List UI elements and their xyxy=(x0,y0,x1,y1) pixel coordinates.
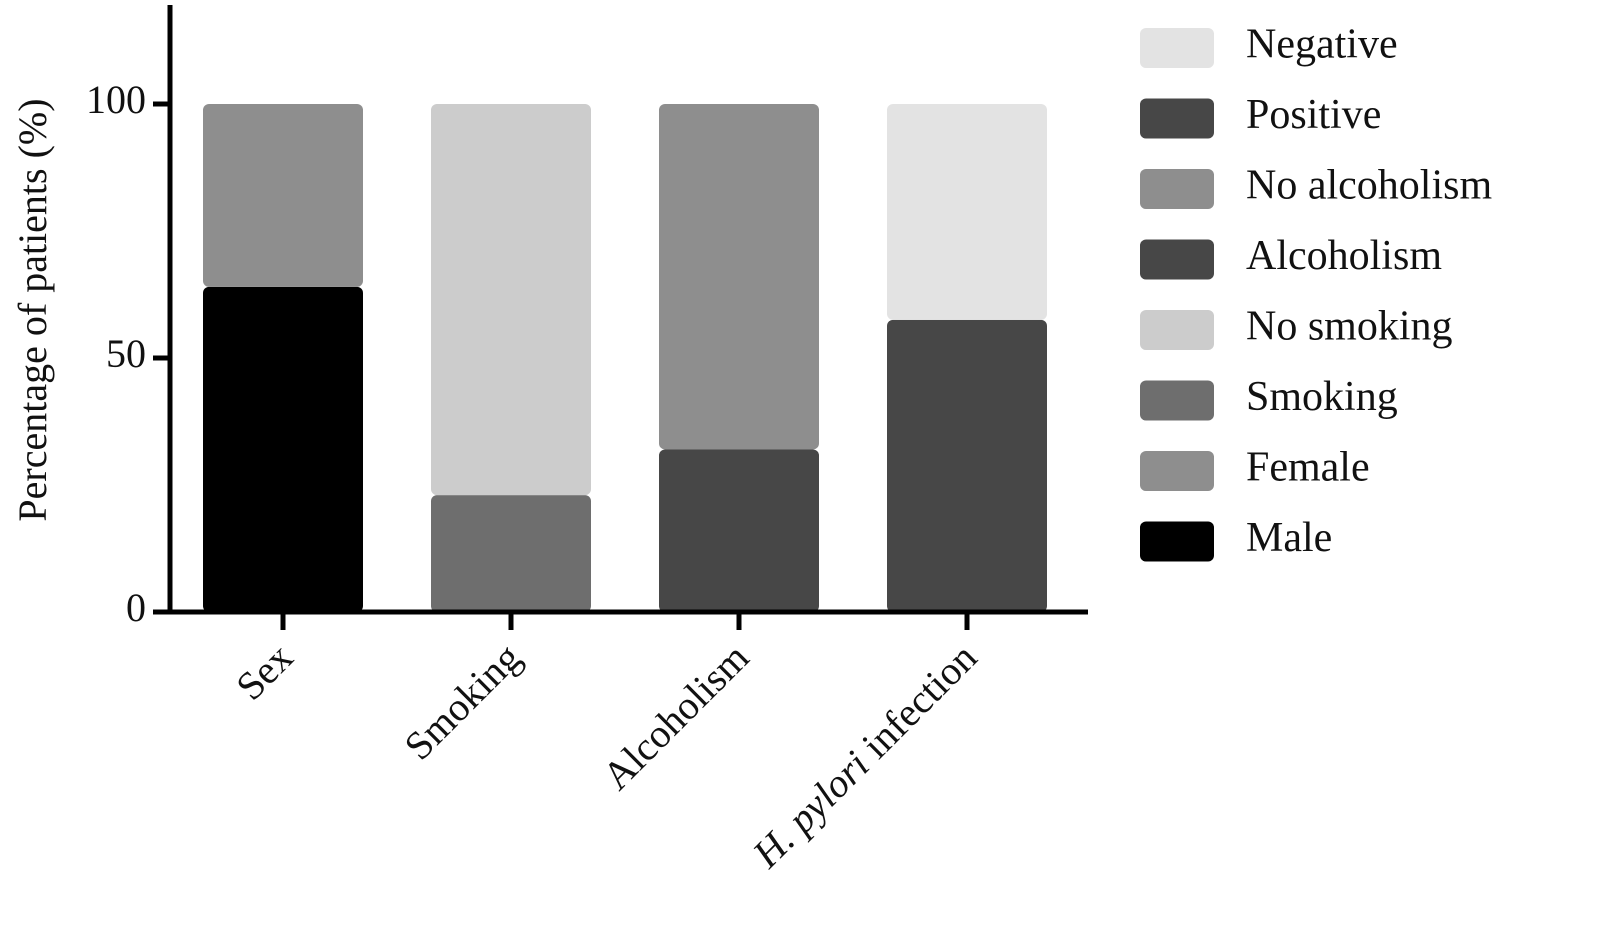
bar-segment-positive xyxy=(887,319,1047,612)
y-tick-label: 50 xyxy=(106,331,146,376)
y-tick-label: 0 xyxy=(126,585,146,630)
legend-swatch xyxy=(1140,28,1214,68)
legend-label: Male xyxy=(1246,515,1332,561)
bar-segment-no-alcoholism xyxy=(659,104,819,450)
y-ticks-group: 0 50 100 xyxy=(86,77,170,630)
legend-label: No smoking xyxy=(1246,304,1453,350)
legend-label: Alcoholism xyxy=(1246,233,1442,279)
x-tick-label: Sex xyxy=(227,635,301,709)
legend-swatch xyxy=(1140,310,1214,350)
legend: Negative Positive No alcoholism Alcoholism N… xyxy=(1140,22,1492,562)
bar-segment-male xyxy=(203,286,363,612)
x-tick-label: Alcoholism xyxy=(594,635,758,799)
x-tick-label: Smoking xyxy=(395,635,529,769)
bar-segment-negative xyxy=(887,104,1047,320)
legend-label: Smoking xyxy=(1246,374,1398,420)
y-tick-label: 100 xyxy=(86,77,146,122)
bar-segment-smoking xyxy=(431,495,591,612)
legend-label: Negative xyxy=(1246,22,1398,68)
y-axis-label: Percentage of patients (%) xyxy=(10,98,55,521)
bar-segment-alcoholism xyxy=(659,449,819,612)
bars-group xyxy=(203,104,1047,612)
legend-swatch xyxy=(1140,380,1214,421)
legend-swatch xyxy=(1140,451,1214,491)
legend-label: Positive xyxy=(1246,92,1381,138)
bar-segment-no-smoking xyxy=(431,104,591,496)
x-tick-label: H. pylori infection xyxy=(743,635,985,877)
legend-swatch xyxy=(1140,169,1214,209)
legend-label: Female xyxy=(1246,445,1370,491)
legend-swatch xyxy=(1140,239,1214,280)
legend-swatch xyxy=(1140,98,1214,139)
bar-segment-female xyxy=(203,104,363,287)
legend-label: No alcoholism xyxy=(1246,163,1492,209)
legend-swatch xyxy=(1140,521,1214,562)
